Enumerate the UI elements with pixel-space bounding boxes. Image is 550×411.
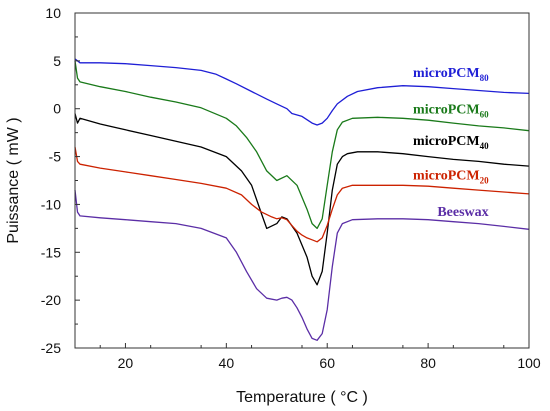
y-tick-label: -20	[41, 292, 61, 308]
series-line-beeswax	[74, 190, 530, 341]
series-labels: microPCM80 microPCM60 microPCM40 microPCM20…	[413, 66, 489, 220]
x-tick-label: 100	[517, 355, 541, 371]
series-line-micropcm20	[74, 146, 530, 243]
series-line-micropcm80	[74, 58, 530, 126]
y-tick-label: 5	[53, 53, 61, 69]
y-tick-label: -15	[41, 244, 61, 260]
y-tick-label: -5	[49, 149, 62, 165]
series-label-micropcm20: microPCM20	[413, 169, 489, 186]
x-tick-label: 40	[219, 355, 235, 371]
y-tick-label: -25	[41, 340, 61, 356]
y-tick-label: 0	[53, 101, 61, 117]
x-tick-label: 60	[319, 355, 335, 371]
x-axis-title: Temperature ( °C )	[236, 389, 368, 406]
x-tick-label: 20	[118, 355, 134, 371]
series-label-micropcm40: microPCM40	[413, 134, 489, 151]
series-layer	[74, 58, 530, 341]
series-line-micropcm40	[74, 113, 530, 286]
series-label-micropcm60: microPCM60	[413, 103, 489, 120]
series-line-micropcm60	[74, 60, 530, 230]
y-tick-label: 10	[45, 5, 61, 21]
y-tick-label: -10	[41, 196, 61, 212]
series-label-beeswax: Beeswax	[437, 205, 488, 220]
x-tick-label: 80	[420, 355, 436, 371]
series-label-micropcm80: microPCM80	[413, 66, 489, 83]
axes: 20 40 60 80 100 10 5 0 -5 -10 -15 -20 -25	[41, 5, 541, 371]
y-axis-title: Puissance ( mW )	[5, 117, 22, 243]
